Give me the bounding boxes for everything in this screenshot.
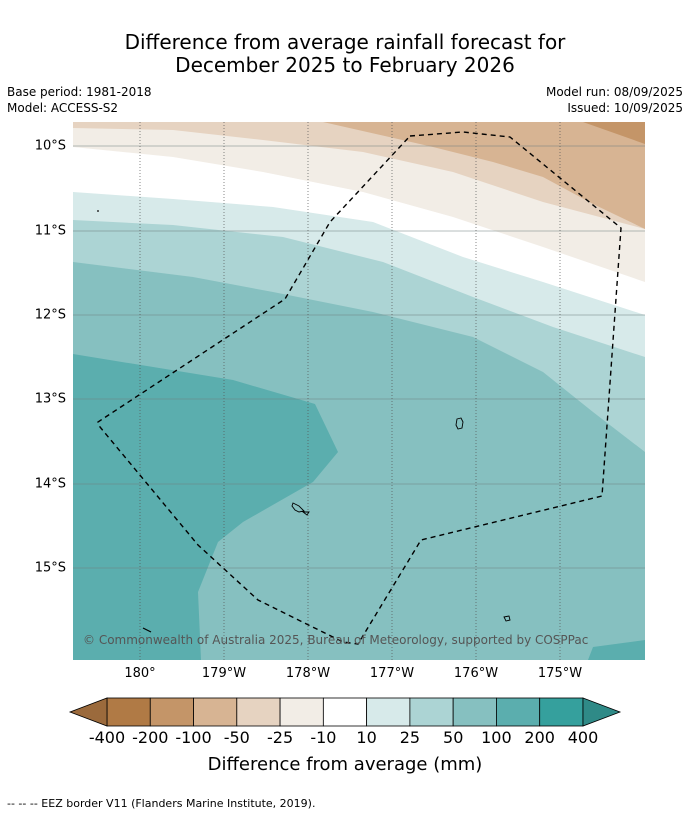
base-period: Base period: 1981-2018 [7,85,152,99]
colorbar-under-arrow [68,697,108,727]
colorbar-tick-label: 10 [356,728,377,747]
eez-footnote: -- -- -- EEZ border V11 (Flanders Marine… [7,797,316,810]
lon-label-178w: 178°W [285,666,331,681]
colorbar-tick-label: 25 [399,728,421,747]
title-line-1: Difference from average rainfall forecas… [124,30,566,54]
issued-date: Issued: 10/09/2025 [567,101,683,115]
colorbar-tick-label: -10 [310,728,337,747]
colorbar-segments [106,697,584,727]
model-run: Model run: 08/09/2025 [545,85,683,99]
reef-southwest [142,627,152,633]
lat-label-10s: 10°S [34,138,66,154]
rainfall-map [73,122,645,660]
meta-right: Model run: 08/09/2025 Issued: 10/09/2025 [546,84,683,116]
latitude-lines [73,145,645,569]
island-southeast [503,615,511,622]
islet-northwest [97,210,99,212]
colorbar-segment [193,697,238,727]
colorbar-title: Difference from average (mm) [207,754,483,775]
eez-border [97,131,622,645]
colorbar-segment [366,697,411,727]
island-central [291,502,305,513]
lon-label-176w: 176°W [453,666,499,681]
colorbar-segment [149,697,194,727]
colorbar-over-arrow [582,697,622,727]
copyright-notice: © Commonwealth of Australia 2025, Bureau… [83,633,589,647]
island-east [455,417,464,430]
colorbar-tick-label: -50 [223,728,250,747]
band-teal-100-200-corner [588,640,645,660]
colorbar-tick-label: -25 [267,728,294,747]
chart-title: Difference from average rainfall forecas… [0,31,690,77]
islet-central [301,511,310,516]
lat-label-12s: 12°S [34,307,66,323]
model-name: Model: ACCESS-S2 [7,101,119,115]
band-brown-100-200 [583,122,645,144]
lon-label-175w: 175°W [537,666,583,681]
lon-label-179w: 179°W [201,666,247,681]
colorbar-tick-label: -400 [88,728,126,747]
title-line-2: December 2025 to February 2026 [175,53,515,77]
lat-label-13s: 13°S [34,391,66,407]
colorbar-tick-label: -100 [175,728,212,747]
map-svg [73,122,645,660]
meta-left: Base period: 1981-2018 Model: ACCESS-S2 [7,84,152,116]
colorbar-segment [409,697,454,727]
lon-label-180: 180° [124,666,156,681]
colorbar-tick-label: -200 [132,728,169,747]
colorbar-tick-label: 400 [567,728,599,747]
colorbar-tick-label: 200 [524,728,555,747]
lat-label-11s: 11°S [34,223,66,239]
colorbar-segment [452,697,497,727]
colorbar-segment [279,697,324,727]
band-brown-50-100 [323,122,645,229]
lon-label-177w: 177°W [369,666,415,681]
band-teal-100-200 [73,354,338,660]
colorbar-segment [322,697,368,727]
lat-label-15s: 15°S [34,560,66,576]
colorbar-tick-label: 50 [443,728,464,747]
colorbar-segment [106,697,151,727]
colorbar-segment [539,697,584,727]
colorbar-tick-label: 100 [481,728,512,747]
lat-label-14s: 14°S [34,476,66,492]
colorbar-segment [236,697,281,727]
colorbar [68,697,622,727]
colorbar-segment [496,697,541,727]
